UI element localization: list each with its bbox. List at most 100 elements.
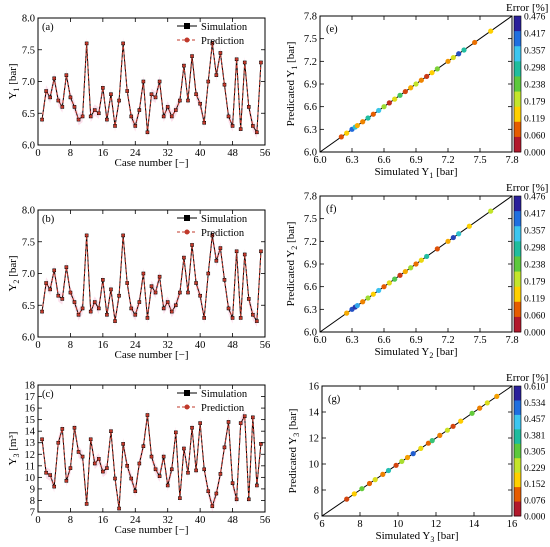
prediction-point xyxy=(194,468,198,472)
y-axis-label-sub: 3 xyxy=(292,433,301,437)
prediction-point xyxy=(77,118,81,122)
x-tick-label: 7.2 xyxy=(441,335,454,346)
x-tick-label: 0 xyxy=(35,148,40,159)
x-tick-label: 8 xyxy=(68,515,73,526)
colorbar-segment xyxy=(514,241,521,257)
y-tick-label: 14 xyxy=(25,427,36,438)
y-tick-label: 7.0 xyxy=(22,269,35,280)
prediction-point xyxy=(85,502,89,506)
colorbar-segment xyxy=(514,256,521,273)
scatter-point xyxy=(450,234,456,241)
y-tick-label: 7.2 xyxy=(304,57,317,68)
prediction-point xyxy=(113,124,117,128)
prediction-point xyxy=(239,316,243,320)
prediction-point xyxy=(243,414,247,418)
colorbar-tick-label: 0.357 xyxy=(524,47,546,57)
prediction-point xyxy=(235,497,239,501)
x-tick-label: 7.8 xyxy=(505,155,518,166)
chart-a: Simulation Prediction 0 8 16 24 32 40 48 56 6.0 6.5… xyxy=(7,14,270,170)
colorbar-tick-label: 0.000 xyxy=(524,513,546,523)
prediction-point xyxy=(218,246,222,250)
prediction-point xyxy=(105,466,109,470)
prediction-point xyxy=(227,114,231,118)
scatter-point xyxy=(344,310,350,316)
prediction-point xyxy=(174,108,178,112)
colorbar-tick-label: 0.060 xyxy=(524,312,546,322)
colorbar-tick-label: 0.417 xyxy=(524,210,546,220)
prediction-point xyxy=(97,457,101,461)
prediction-point xyxy=(101,86,105,90)
scatter-point xyxy=(434,66,440,72)
prediction-point xyxy=(113,477,117,481)
x-axis-label-unit: [bar] xyxy=(434,530,458,542)
x-tick-label: 16 xyxy=(98,515,109,526)
x-axis-label-unit: [bar] xyxy=(433,346,457,358)
prediction-point xyxy=(40,310,44,314)
prediction-point xyxy=(137,462,141,466)
x-tick-label: 7.2 xyxy=(441,155,454,166)
y-tick-label: 7 xyxy=(30,508,35,519)
y-axis-label-sub: 1 xyxy=(290,66,299,70)
prediction-point xyxy=(174,303,178,307)
prediction-point xyxy=(56,294,60,298)
prediction-point xyxy=(178,99,182,103)
scatter-point xyxy=(381,104,387,110)
prediction-point xyxy=(145,413,149,417)
x-axis-label-sub: 3 xyxy=(430,535,434,544)
prediction-point xyxy=(68,95,72,99)
scatter-point xyxy=(408,85,414,91)
scatter-point xyxy=(413,261,419,267)
prediction-point xyxy=(105,313,109,317)
legend-simulation-marker xyxy=(184,23,190,29)
prediction-point xyxy=(72,300,76,304)
y-tick-label: 6.0 xyxy=(22,141,35,152)
x-tick-label: 24 xyxy=(130,515,141,526)
prediction-point xyxy=(198,102,202,106)
scatter-point xyxy=(397,272,403,278)
prediction-point xyxy=(259,442,263,446)
prediction-point xyxy=(206,489,210,493)
error-band xyxy=(42,409,261,515)
x-axis-label: Case number [−] xyxy=(114,349,188,361)
prediction-point xyxy=(154,95,158,99)
scatter-point xyxy=(392,96,398,102)
colorbar-segment xyxy=(514,136,521,153)
panel-label: (e) xyxy=(326,24,338,35)
scatter-point xyxy=(392,276,398,282)
prediction-point xyxy=(182,64,186,68)
prediction-point xyxy=(218,472,222,476)
prediction-point xyxy=(162,306,166,310)
colorbar-segment xyxy=(514,16,521,32)
legend-prediction: Prediction xyxy=(201,228,245,239)
prediction-point xyxy=(202,121,206,125)
prediction-point xyxy=(60,297,64,301)
prediction-point xyxy=(145,316,149,320)
colorbar-tick-label: 0.076 xyxy=(524,496,546,506)
scatter-point xyxy=(351,491,357,497)
scatter-point xyxy=(444,427,450,433)
error-band xyxy=(42,37,261,139)
prediction-point xyxy=(154,467,158,471)
y-tick-label: 15 xyxy=(25,415,36,426)
prediction-point xyxy=(133,313,137,317)
prediction-point xyxy=(48,473,52,477)
prediction-point xyxy=(247,297,251,301)
colorbar-frame xyxy=(513,195,522,333)
x-tick-label: 48 xyxy=(227,340,238,351)
x-tick-label: 40 xyxy=(195,515,206,526)
y-tick-label: 6.5 xyxy=(22,109,35,120)
prediction-point xyxy=(255,319,259,323)
colorbar-segment xyxy=(514,458,521,474)
x-tick-label: 6.3 xyxy=(345,155,358,166)
colorbar-tick-label: 0.000 xyxy=(524,149,546,159)
prediction-point xyxy=(235,249,239,253)
y-tick-label: 6.3 xyxy=(304,305,317,316)
y-tick-label: 8.0 xyxy=(22,206,35,217)
legend-simulation: Simulation xyxy=(201,22,248,33)
prediction-point xyxy=(231,316,235,320)
y-axis-label-sub: 2 xyxy=(12,280,21,284)
prediction-point xyxy=(162,114,166,118)
prediction-point xyxy=(68,466,72,470)
colorbar-segment xyxy=(514,196,521,212)
colorbar-title: Error [%] xyxy=(506,2,548,14)
